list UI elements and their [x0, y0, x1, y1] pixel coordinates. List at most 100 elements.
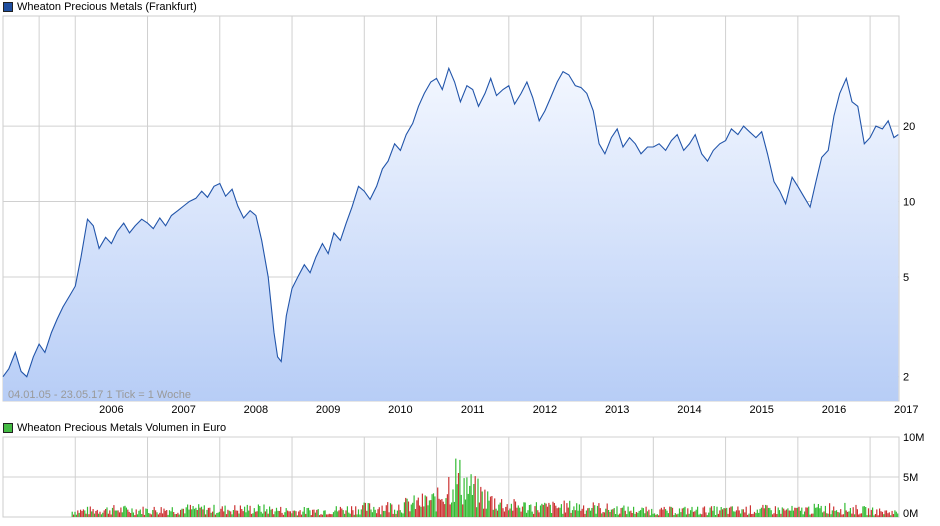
- volume-bar: [635, 512, 637, 517]
- volume-bar: [303, 507, 305, 517]
- volume-bar: [519, 507, 521, 517]
- volume-bar: [156, 512, 158, 517]
- volume-bar: [758, 512, 760, 517]
- volume-bar: [464, 499, 467, 517]
- volume-bar: [142, 506, 144, 517]
- volume-bar: [533, 513, 535, 517]
- volume-bar: [845, 510, 847, 517]
- volume-bar: [449, 504, 451, 517]
- volume-bar: [348, 512, 350, 517]
- volume-bar: [248, 510, 250, 517]
- volume-bar: [781, 507, 783, 517]
- volume-bar: [428, 500, 430, 517]
- volume-bar: [99, 511, 101, 517]
- volume-bar: [441, 499, 443, 517]
- volume-bar: [555, 505, 557, 517]
- volume-bar: [570, 512, 572, 517]
- volume-bar: [822, 512, 824, 517]
- volume-bar: [199, 507, 201, 517]
- volume-bar: [118, 512, 121, 517]
- volume-bar: [481, 491, 483, 517]
- volume-bar: [805, 507, 807, 517]
- volume-bar: [474, 476, 476, 517]
- volume-bar: [427, 505, 429, 517]
- volume-bar: [841, 514, 843, 517]
- volume-bar: [766, 505, 768, 517]
- volume-bar: [403, 502, 405, 517]
- volume-bar: [534, 506, 536, 517]
- volume-bar: [744, 512, 746, 517]
- volume-bar: [324, 510, 326, 517]
- volume-bar: [346, 506, 348, 517]
- volume-bar: [602, 512, 604, 517]
- volume-bar: [694, 511, 696, 517]
- volume-bar: [856, 509, 858, 517]
- volume-bar: [801, 507, 803, 517]
- volume-bar: [84, 510, 86, 517]
- price-legend-swatch: [3, 2, 13, 12]
- volume-bar: [357, 509, 360, 517]
- volume-bar: [387, 502, 389, 517]
- volume-bar: [581, 508, 583, 517]
- volume-bar: [477, 478, 479, 517]
- volume-bar: [271, 508, 273, 517]
- volume-bar: [232, 510, 234, 517]
- volume-bar: [214, 514, 216, 517]
- volume-bar: [564, 512, 567, 517]
- volume-bar: [505, 506, 507, 517]
- volume-bar: [148, 513, 150, 517]
- volume-bar: [159, 512, 161, 517]
- volume-bar: [595, 513, 597, 517]
- volume-bar: [275, 507, 278, 517]
- volume-bar: [221, 506, 223, 517]
- volume-bar: [491, 496, 493, 517]
- volume-bars: [71, 458, 899, 517]
- volume-bar: [626, 514, 628, 517]
- volume-bar: [538, 512, 540, 517]
- volume-bar: [288, 511, 290, 517]
- volume-bar: [330, 514, 332, 517]
- volume-bar: [351, 506, 353, 517]
- volume-bar: [209, 507, 211, 517]
- price-x-tick-label: 2017: [894, 404, 918, 416]
- volume-bar: [888, 512, 890, 517]
- volume-bar: [466, 477, 468, 517]
- volume-bar: [81, 511, 83, 517]
- volume-bar: [587, 508, 589, 517]
- volume-bar: [733, 511, 735, 517]
- volume-bar: [205, 514, 207, 517]
- volume-bar: [873, 515, 875, 517]
- volume-bar: [499, 502, 501, 517]
- volume-bar: [134, 515, 136, 517]
- volume-bar: [890, 515, 892, 517]
- volume-bar: [897, 513, 899, 517]
- volume-bar: [252, 513, 254, 517]
- volume-bar: [769, 507, 771, 517]
- volume-bar: [114, 510, 116, 517]
- volume-bar: [831, 510, 833, 517]
- volume-bar: [132, 512, 134, 517]
- volume-bar: [865, 507, 867, 517]
- volume-bar: [370, 509, 372, 517]
- volume-bar: [848, 511, 850, 517]
- volume-bar: [670, 506, 672, 517]
- volume-bar: [413, 495, 415, 517]
- volume-bar: [598, 503, 600, 517]
- volume-bar: [473, 484, 475, 517]
- volume-bar: [175, 514, 178, 517]
- volume-bar: [385, 505, 387, 517]
- volume-bar: [580, 510, 582, 517]
- volume-bar: [195, 507, 197, 517]
- volume-bar: [216, 513, 218, 517]
- volume-bar: [637, 512, 639, 517]
- volume-bar: [196, 510, 198, 517]
- price-x-tick-label: 2015: [749, 404, 773, 416]
- price-x-tick-label: 2006: [99, 404, 123, 416]
- volume-bar: [531, 511, 533, 517]
- volume-bar: [435, 511, 437, 517]
- volume-bar: [480, 486, 482, 517]
- volume-bar: [409, 511, 411, 517]
- volume-bar: [651, 508, 653, 517]
- volume-bar: [155, 510, 157, 517]
